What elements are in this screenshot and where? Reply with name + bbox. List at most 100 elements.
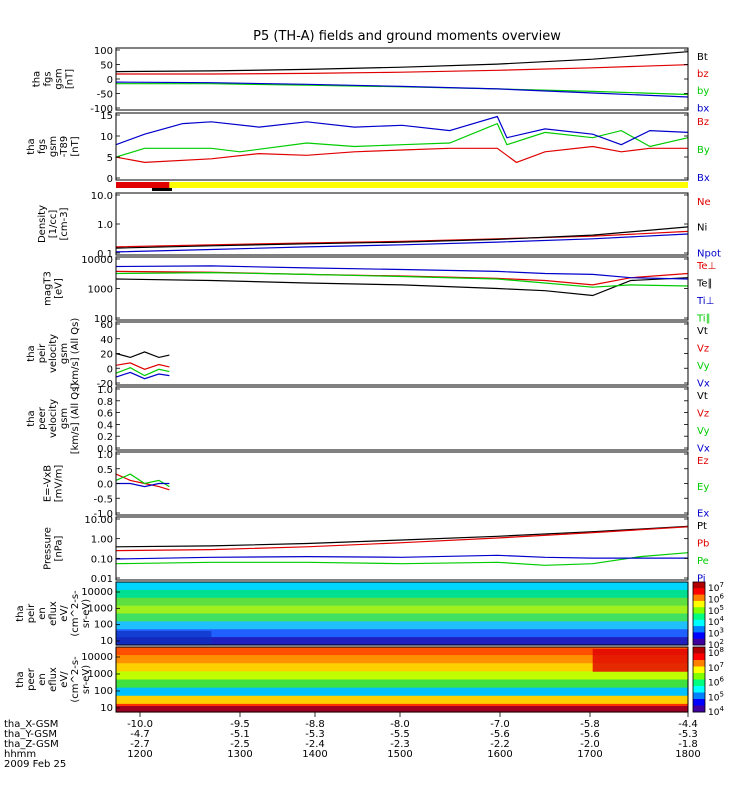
series-line-Pt <box>115 525 689 548</box>
y-axis-label: velocity <box>48 334 59 373</box>
y-axis-label: gsm <box>54 68 65 89</box>
panel-fgs: 100 50 0 -50 -100 tha fgs gsm [nT] Bt bz by bx <box>32 46 710 115</box>
legend-label: By <box>697 145 710 156</box>
series-line-Ey <box>115 473 170 488</box>
panel-pressure: 10.00 1.00 0.10 0.01 Pressure [nPa] Pt Pb Pe Pi <box>43 515 710 585</box>
legend-label: Vz <box>697 343 709 354</box>
colorbar-segment <box>693 686 705 693</box>
y-tick-label: -1.0 <box>93 509 113 520</box>
y-tick-label: 10000 <box>81 652 113 663</box>
y-axis-label: [km/s] (All Qs) <box>70 383 81 455</box>
y-axis-label: [nT] <box>70 136 81 156</box>
panel-frame <box>115 516 689 581</box>
y-axis-label: gsm <box>59 408 70 429</box>
y-tick-label: 1.0 <box>97 220 113 231</box>
x-axis-value: 1800 <box>675 749 700 760</box>
panel-efield: 1.0 0.5 0.0 -0.5 -1.0 E=-VxB [mV/m] Ez Ey Ex <box>43 450 710 520</box>
series-line-Vz <box>115 362 170 370</box>
y-axis-label: (cm^2-s- <box>70 590 81 637</box>
y-tick-label: 1000 <box>88 603 113 614</box>
y-axis-label: gsm <box>59 343 70 364</box>
y-axis-label: tha <box>15 605 26 621</box>
y-axis-label: peer <box>26 667 37 691</box>
y-axis-label: [mV/m] <box>54 465 65 503</box>
series-line-Ti⊥ <box>115 265 689 280</box>
panel-peer_velocity: 1.00.80.60.40.20.0 tha peer velocity gsm [km/… <box>26 383 710 455</box>
y-tick-label: 100 <box>94 686 113 697</box>
y-axis-label: [nT] <box>65 69 76 89</box>
colorbar-segment <box>693 638 705 646</box>
y-axis-label: [km/s] (All Qs) <box>70 318 81 390</box>
legend-label: by <box>697 86 709 97</box>
legend-label: Bx <box>697 173 710 184</box>
y-tick-label: 60 <box>100 320 113 331</box>
colorbar-segment <box>693 632 705 640</box>
colorbar-segment <box>693 699 705 706</box>
panel-frame <box>115 47 689 111</box>
y-tick-label: 0.5 <box>97 465 113 476</box>
x-axis-value: -9.5 <box>230 719 250 730</box>
panel-frame <box>115 192 689 256</box>
y-tick-label: -100 <box>90 104 113 115</box>
spectrogram-band <box>116 582 688 591</box>
y-axis-label: tha <box>26 138 37 154</box>
series-line-Pi <box>115 554 688 560</box>
series-line-Vy <box>115 367 170 377</box>
y-axis-label: velocity <box>48 399 59 438</box>
y-axis-label: tha <box>26 345 37 361</box>
legend-label: Npot <box>697 248 721 259</box>
colorbar-tick-label: 105 <box>708 690 724 703</box>
x-axis-value: 1500 <box>387 749 412 760</box>
legend-label: Ni <box>697 223 707 234</box>
legend-label: Vx <box>697 443 710 454</box>
x-axis-value: -5.8 <box>580 719 600 730</box>
x-axis-value: -2.0 <box>580 739 600 750</box>
series-line-Npot <box>115 233 689 253</box>
x-axis-row-label: tha_Y-GSM <box>4 729 57 740</box>
legend-label: Ti∥ <box>696 313 711 324</box>
legend-label: Pt <box>697 521 707 532</box>
y-axis-label: E=-VxB <box>43 465 54 502</box>
y-tick-label: 1.0 <box>97 450 113 461</box>
colorbar-segment <box>693 705 705 713</box>
y-axis-label: [nPa] <box>54 535 65 561</box>
panel-frame <box>115 321 689 386</box>
series-line-Ne <box>115 230 689 248</box>
y-axis-label: Density <box>37 205 48 243</box>
y-axis-label: magT3 <box>43 271 54 306</box>
spectrogram-band <box>116 706 688 712</box>
y-axis-label: [1/cc] <box>48 210 59 239</box>
x-axis-value: 1700 <box>577 749 602 760</box>
y-tick-label: 100 <box>94 314 113 325</box>
x-axis-value: -5.3 <box>678 729 698 740</box>
series-line-Pb <box>115 526 689 552</box>
panel-frame <box>115 581 689 646</box>
x-axis-value: -5.1 <box>230 729 250 740</box>
spectrogram-band <box>116 597 688 607</box>
x-axis-value: -2.7 <box>130 739 150 750</box>
series-line-Ti∥ <box>115 271 689 288</box>
y-tick-label: 10000 <box>81 255 113 266</box>
colorbar-segment <box>693 679 705 687</box>
panel-frame <box>115 451 689 516</box>
spectrogram-band <box>116 695 688 705</box>
legend-label: Ne <box>697 197 711 208</box>
y-axis-label: tha <box>15 671 26 687</box>
series-line-Bz <box>115 145 688 164</box>
colorbar-segment <box>693 673 705 680</box>
y-axis-label: peer <box>37 406 48 430</box>
colorbar-segment <box>693 607 705 614</box>
y-tick-label: -50 <box>97 90 113 101</box>
legend-label: Vt <box>697 326 708 337</box>
y-axis-label: peir <box>26 603 37 623</box>
plot-title: P5 (TH-A) fields and ground moments over… <box>253 29 561 44</box>
y-tick-label: 40 <box>100 335 113 346</box>
x-axis-value: 1300 <box>227 749 252 760</box>
series-line-Vt <box>115 351 170 359</box>
colorbar-segment <box>693 692 705 700</box>
y-axis-label: gsm <box>48 136 59 157</box>
series-line-bz <box>116 64 689 75</box>
y-tick-label: 50 <box>100 61 113 72</box>
